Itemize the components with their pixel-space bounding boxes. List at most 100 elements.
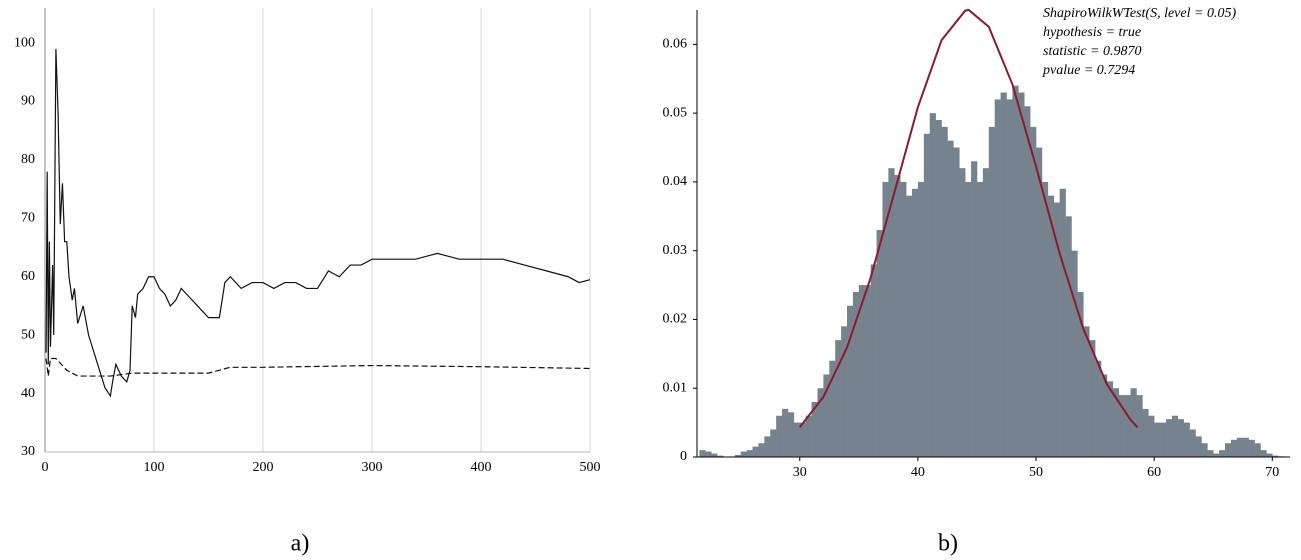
histogram-bar xyxy=(1189,429,1196,457)
x-tick-label: 70 xyxy=(1265,465,1279,480)
histogram-bar xyxy=(1201,443,1208,457)
histogram-bar xyxy=(841,326,848,457)
histogram-bar xyxy=(1136,395,1143,457)
histogram-bar xyxy=(1195,436,1202,457)
histogram-bar xyxy=(1177,419,1184,457)
histogram-bar xyxy=(876,230,883,457)
x-tick-label: 0 xyxy=(42,460,49,475)
histogram-bar xyxy=(1248,439,1255,457)
histogram-bar xyxy=(1012,85,1019,458)
histogram-bar xyxy=(811,401,818,457)
histogram-bar xyxy=(1112,388,1120,457)
histogram-bar xyxy=(1148,415,1155,457)
histogram-bar xyxy=(1024,106,1031,458)
histogram-bar xyxy=(1030,126,1037,458)
x-tick-label: 400 xyxy=(471,460,492,475)
x-tick-label: 50 xyxy=(1029,465,1043,480)
histogram-bar xyxy=(1000,92,1007,458)
histogram-bar xyxy=(776,415,783,457)
histogram-bar xyxy=(740,451,747,457)
histogram-bar xyxy=(1053,202,1060,457)
caption: a) xyxy=(291,531,310,557)
histogram-bar xyxy=(929,113,936,458)
histogram-bar xyxy=(782,408,789,457)
x-tick-label: 200 xyxy=(253,460,274,475)
histogram-bar xyxy=(965,181,972,457)
y-tick-label: 90 xyxy=(21,94,35,109)
histogram-bar xyxy=(1089,340,1096,457)
histogram-bar xyxy=(1207,450,1214,457)
annotation: ShapiroWilkWTest(S, level = 0.05) xyxy=(1043,6,1236,21)
histogram-bar xyxy=(1059,188,1066,458)
histogram-bar xyxy=(911,188,919,458)
histogram-bar xyxy=(1171,415,1179,457)
histogram-bar xyxy=(888,168,895,457)
histogram-bar xyxy=(1183,422,1190,457)
y-tick-label: 0.06 xyxy=(663,37,688,52)
y-tick-label: 30 xyxy=(21,444,35,459)
caption: b) xyxy=(938,531,958,557)
histogram-bar xyxy=(1100,374,1108,457)
y-tick-label: 0.04 xyxy=(663,174,688,189)
histogram-bar xyxy=(805,415,812,457)
histogram-bar xyxy=(1083,326,1090,457)
histogram-bar xyxy=(917,181,925,457)
line-series xyxy=(45,48,591,398)
x-tick-label: 300 xyxy=(362,460,383,475)
histogram-bar xyxy=(947,140,954,457)
histogram-bar xyxy=(1006,99,1013,458)
histogram-bar xyxy=(1260,450,1267,457)
y-tick-label: 70 xyxy=(21,211,35,226)
y-tick-label: 40 xyxy=(21,386,35,401)
histogram-bar xyxy=(817,388,824,457)
histogram-bar xyxy=(858,285,866,457)
y-tick-label: 50 xyxy=(21,327,35,342)
y-tick-label: 80 xyxy=(21,152,35,167)
histogram-bar xyxy=(976,181,984,457)
histogram-bar xyxy=(906,195,913,457)
histogram-bar xyxy=(764,436,771,457)
histogram-bar xyxy=(1266,453,1273,457)
histogram-bar xyxy=(1036,147,1043,458)
histogram-bar xyxy=(705,451,712,457)
histogram-bar xyxy=(864,285,871,457)
histogram-bar xyxy=(752,446,759,457)
histogram-bar xyxy=(1077,291,1084,457)
histogram-bar xyxy=(1041,181,1049,457)
histogram-bar xyxy=(971,161,978,458)
histogram-bar xyxy=(1154,422,1161,457)
histogram-bar xyxy=(1230,439,1238,457)
x-tick-label: 30 xyxy=(793,465,807,480)
x-tick-label: 40 xyxy=(911,465,925,480)
histogram-bar xyxy=(1071,250,1078,457)
histogram-bar xyxy=(941,126,948,458)
x-tick-label: 60 xyxy=(1147,465,1161,480)
histogram-bar xyxy=(1225,443,1232,457)
histogram-bar xyxy=(935,120,942,458)
histogram-bar xyxy=(1254,443,1261,457)
histogram-bar xyxy=(829,360,836,457)
histogram-bar xyxy=(717,455,724,457)
x-tick-label: 500 xyxy=(580,460,601,475)
histogram-bar xyxy=(770,429,777,457)
annotation: pvalue = 0.7294 xyxy=(1042,63,1135,78)
histogram-bar xyxy=(1219,450,1226,457)
histogram-bar xyxy=(847,305,854,457)
histogram-bar xyxy=(1106,381,1114,457)
histogram-bar xyxy=(711,453,718,457)
y-tick-label: 100 xyxy=(14,35,35,50)
histogram-bar xyxy=(882,181,889,457)
histogram-bar xyxy=(982,168,990,457)
line-series xyxy=(45,357,591,377)
histogram-bar xyxy=(1165,419,1173,457)
histogram-bar xyxy=(1047,195,1055,457)
y-tick-label: 0.05 xyxy=(663,105,688,120)
histogram-bar xyxy=(923,133,931,458)
histogram-bar xyxy=(1142,408,1149,457)
histogram-bar xyxy=(959,168,966,457)
histogram-bar xyxy=(1018,92,1025,458)
histogram-bar xyxy=(852,291,860,457)
annotation: hypothesis = true xyxy=(1043,25,1141,40)
histogram-bar xyxy=(994,99,1001,458)
